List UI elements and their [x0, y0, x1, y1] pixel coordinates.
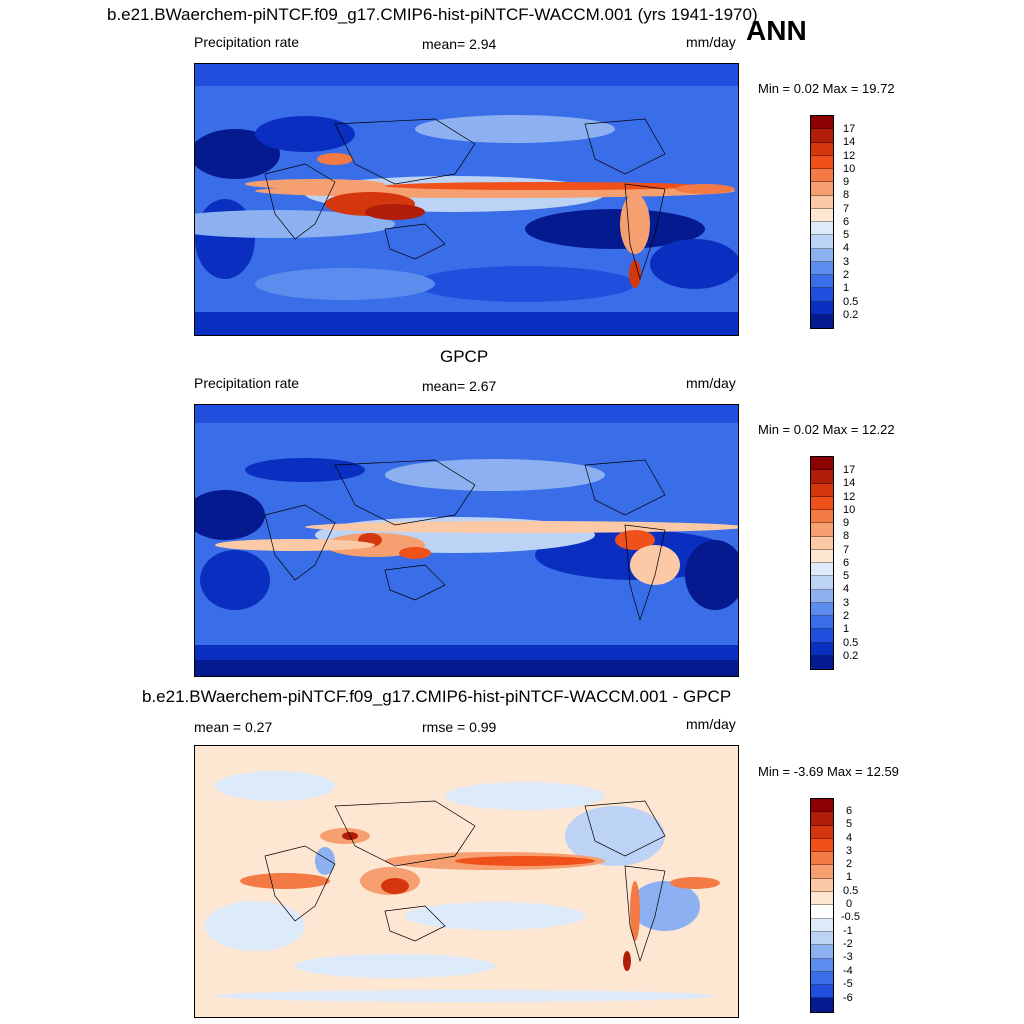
panel3-cb-label: -3 [843, 951, 853, 963]
panel3-units-label: mm/day [686, 716, 736, 732]
panel3-cb-label: 0.5 [843, 885, 859, 897]
panel3-colorbar [810, 798, 834, 1013]
panel2-cb-label: 3 [843, 597, 850, 609]
panel3-cb-label: 1 [846, 871, 853, 883]
panel1-cb-label: 9 [843, 176, 850, 188]
panel1-map [194, 63, 739, 336]
figure-title: b.e21.BWaerchem-piNTCF.f09_g17.CMIP6-his… [107, 5, 758, 24]
panel2-colorbar [810, 456, 834, 670]
panel3-rmse-label: rmse = 0.99 [422, 719, 497, 735]
panel1-mean-label: mean= 2.94 [422, 36, 497, 52]
panel1-cb-label: 7 [843, 203, 850, 215]
panel3-cb-label: -2 [843, 938, 853, 950]
panel1-cb-label: 10 [843, 163, 856, 175]
panel3-cb-label: -0.5 [841, 911, 860, 923]
panel2-cb-label: 7 [843, 544, 850, 556]
panel2-cb-label: 6 [843, 557, 850, 569]
panel1-cb-label: 14 [843, 136, 856, 148]
panel2-cb-label: 2 [843, 610, 850, 622]
panel1-colorbar [810, 115, 834, 329]
panel2-units-label: mm/day [686, 375, 736, 391]
panel1-cb-label: 5 [843, 229, 850, 241]
panel2-cb-label: 10 [843, 504, 856, 516]
panel2-minmax: Min = 0.02 Max = 12.22 [758, 422, 895, 437]
panel1-units-label: mm/day [686, 34, 736, 50]
panel2-map [194, 404, 739, 677]
panel1-cb-label: 4 [843, 242, 850, 254]
panel1-cb-label: 0.2 [843, 309, 859, 321]
panel1-cb-label: 8 [843, 189, 850, 201]
panel2-cb-label: 8 [843, 530, 850, 542]
panel2-mean-label: mean= 2.67 [422, 378, 497, 394]
panel2-cb-label: 14 [843, 477, 856, 489]
panel1-cb-label: 3 [843, 256, 850, 268]
panel3-cb-label: -1 [843, 925, 853, 937]
panel3-cb-label: -4 [843, 965, 853, 977]
panel1-cb-label: 6 [843, 216, 850, 228]
panel2-cb-label: 4 [843, 583, 850, 595]
panel2-cb-label: 0.2 [843, 650, 859, 662]
panel2-cb-label: 5 [843, 570, 850, 582]
panel3-cb-label: 4 [846, 832, 853, 844]
panel1-cb-label: 2 [843, 269, 850, 281]
panel3-cb-label: 0 [846, 898, 853, 910]
panel3-title: b.e21.BWaerchem-piNTCF.f09_g17.CMIP6-his… [142, 687, 732, 706]
panel3-cb-label: 6 [846, 805, 853, 817]
panel3-cb-label: 3 [846, 845, 853, 857]
panel2-map-graphic [195, 405, 738, 676]
panel3-cb-label: 2 [846, 858, 853, 870]
panel3-cb-label: 5 [846, 818, 853, 830]
panel1-left-label: Precipitation rate [194, 34, 300, 50]
panel1-cb-label: 17 [843, 123, 856, 135]
panel2-left-label: Precipitation rate [194, 375, 300, 391]
panel2-cb-label: 1 [843, 623, 850, 635]
panel1-cb-label: 12 [843, 150, 856, 162]
panel3-mean-label: mean = 0.27 [194, 719, 273, 735]
panel1-cb-label: 0.5 [843, 296, 859, 308]
panel3-map [194, 745, 739, 1018]
panel3-minmax: Min = -3.69 Max = 12.59 [758, 764, 899, 779]
panel1-map-graphic [195, 64, 738, 335]
panel3-cb-label: -5 [843, 978, 853, 990]
panel2-cb-label: 9 [843, 517, 850, 529]
panel2-cb-label: 0.5 [843, 637, 859, 649]
panel2-title: GPCP [440, 347, 489, 366]
panel3-cb-label: -6 [843, 992, 853, 1004]
panel3-map-graphic [195, 746, 738, 1017]
panel1-minmax: Min = 0.02 Max = 19.72 [758, 81, 895, 96]
panel2-cb-label: 12 [843, 491, 856, 503]
season-label: ANN [746, 15, 807, 46]
panel1-cb-label: 1 [843, 282, 850, 294]
panel2-cb-label: 17 [843, 464, 856, 476]
